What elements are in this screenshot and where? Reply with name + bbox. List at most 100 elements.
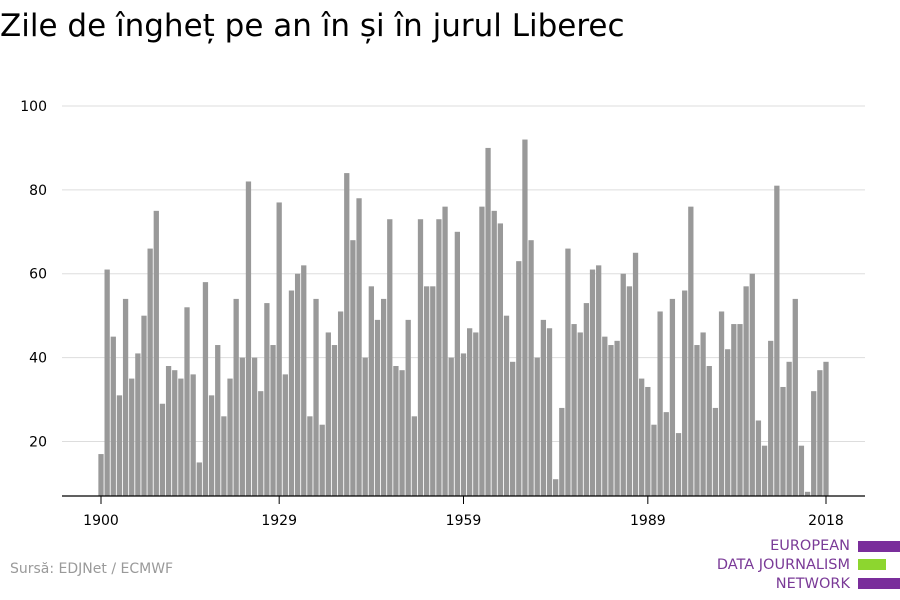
bar-1921 [227,378,233,496]
logo-line-2: DATA JOURNALISM [716,557,850,573]
bar-1994 [675,433,682,496]
logo-text: EUROPEAN DATA JOURNALISM NETWORK [717,537,850,594]
bar-2015 [804,491,811,496]
bar-1916 [196,462,202,496]
bars [98,139,829,497]
bar-1959 [460,353,467,496]
bar-1907 [141,315,147,496]
y-tick-label: 40 [29,351,47,367]
bar-1904 [122,298,129,496]
bar-2014 [798,445,805,496]
bar-1975 [559,407,565,496]
bar-1914 [184,307,190,496]
bar-1986 [626,286,633,496]
bar-1950 [405,319,411,496]
bar-1924 [245,181,252,496]
bar-2009 [768,340,774,496]
bar-1911 [165,366,172,496]
bar-2008 [761,445,768,496]
bar-1934 [307,416,313,496]
bar-2013 [792,298,798,496]
bar-1997 [694,345,700,496]
bar-1958 [454,231,460,496]
bar-1971 [534,357,540,496]
bar-1990 [651,424,657,496]
bar-1987 [632,252,639,496]
bar-1927 [264,303,270,496]
logo-bar-middle [858,559,886,570]
source-note: Sursă: EDJNet / ECMWF [10,561,174,577]
bar-1957 [448,357,454,496]
bar-1900 [98,454,104,496]
bar-1942 [356,198,362,497]
bar-1939 [337,311,344,496]
bar-1925 [251,357,258,496]
logo-bar-top [858,541,900,552]
bar-1967 [510,361,516,496]
bar-1930 [282,374,288,496]
bar-1970 [528,240,534,496]
logo-line-1: EUROPEAN [770,538,850,554]
bar-1938 [331,345,338,496]
bar-1943 [362,357,368,496]
bar-1948 [393,366,399,496]
bar-1910 [159,403,166,496]
bar-1953 [423,286,430,496]
bar-1985 [620,273,626,496]
y-tick-label: 20 [29,434,47,450]
bar-1954 [430,286,436,496]
edjnet-logo: EUROPEAN DATA JOURNALISM NETWORK [700,537,900,597]
bar-1909 [153,210,159,496]
x-tick-label: 1989 [630,513,666,529]
bar-1966 [503,315,510,496]
bar-1972 [540,319,547,496]
bar-1981 [596,265,602,496]
bar-1983 [608,345,614,496]
bar-1969 [522,139,528,496]
bar-1937 [325,332,331,496]
bar-2003 [731,324,737,496]
bar-1918 [208,395,215,496]
bar-1913 [178,378,184,496]
bar-1920 [221,416,227,496]
bar-2005 [743,286,749,496]
bar-1980 [589,269,596,496]
bar-1946 [380,298,387,496]
bar-1917 [202,282,209,496]
bar-2012 [786,361,792,496]
bar-1932 [294,273,301,496]
bar-1973 [546,328,553,496]
bar-1922 [233,298,239,496]
bar-2007 [755,420,762,496]
bar-1935 [313,298,319,496]
bar-1964 [491,210,497,496]
x-tick-label: 1929 [261,513,297,529]
bar-1944 [368,286,374,496]
bar-1919 [215,345,221,496]
bar-1961 [473,332,479,496]
bar-1956 [442,206,448,497]
bar-1908 [147,248,153,496]
bar-1965 [497,223,504,496]
bar-2016 [811,391,817,496]
bar-1993 [669,298,676,496]
bar-2006 [749,273,755,496]
bar-1988 [639,378,645,496]
bar-1926 [258,391,264,496]
bar-1941 [350,240,356,496]
bar-1955 [436,219,442,496]
bar-1984 [614,340,620,496]
logo-bar-bottom [858,578,900,589]
bar-2017 [817,370,823,496]
bar-1951 [411,416,417,496]
y-tick-label: 100 [20,99,47,115]
x-tick-label: 1900 [83,513,119,529]
axes: 20 40 60 80 100 1900 1929 1959 1989 2018 [20,99,865,529]
bar-1978 [577,332,583,496]
y-tick-label: 80 [29,183,47,199]
bar-1976 [565,248,571,496]
bar-1928 [270,345,276,496]
bar-1974 [553,479,559,496]
chart-title: Zile de îngheț pe an în și în jurul Libe… [0,8,625,44]
bar-1905 [129,378,135,496]
